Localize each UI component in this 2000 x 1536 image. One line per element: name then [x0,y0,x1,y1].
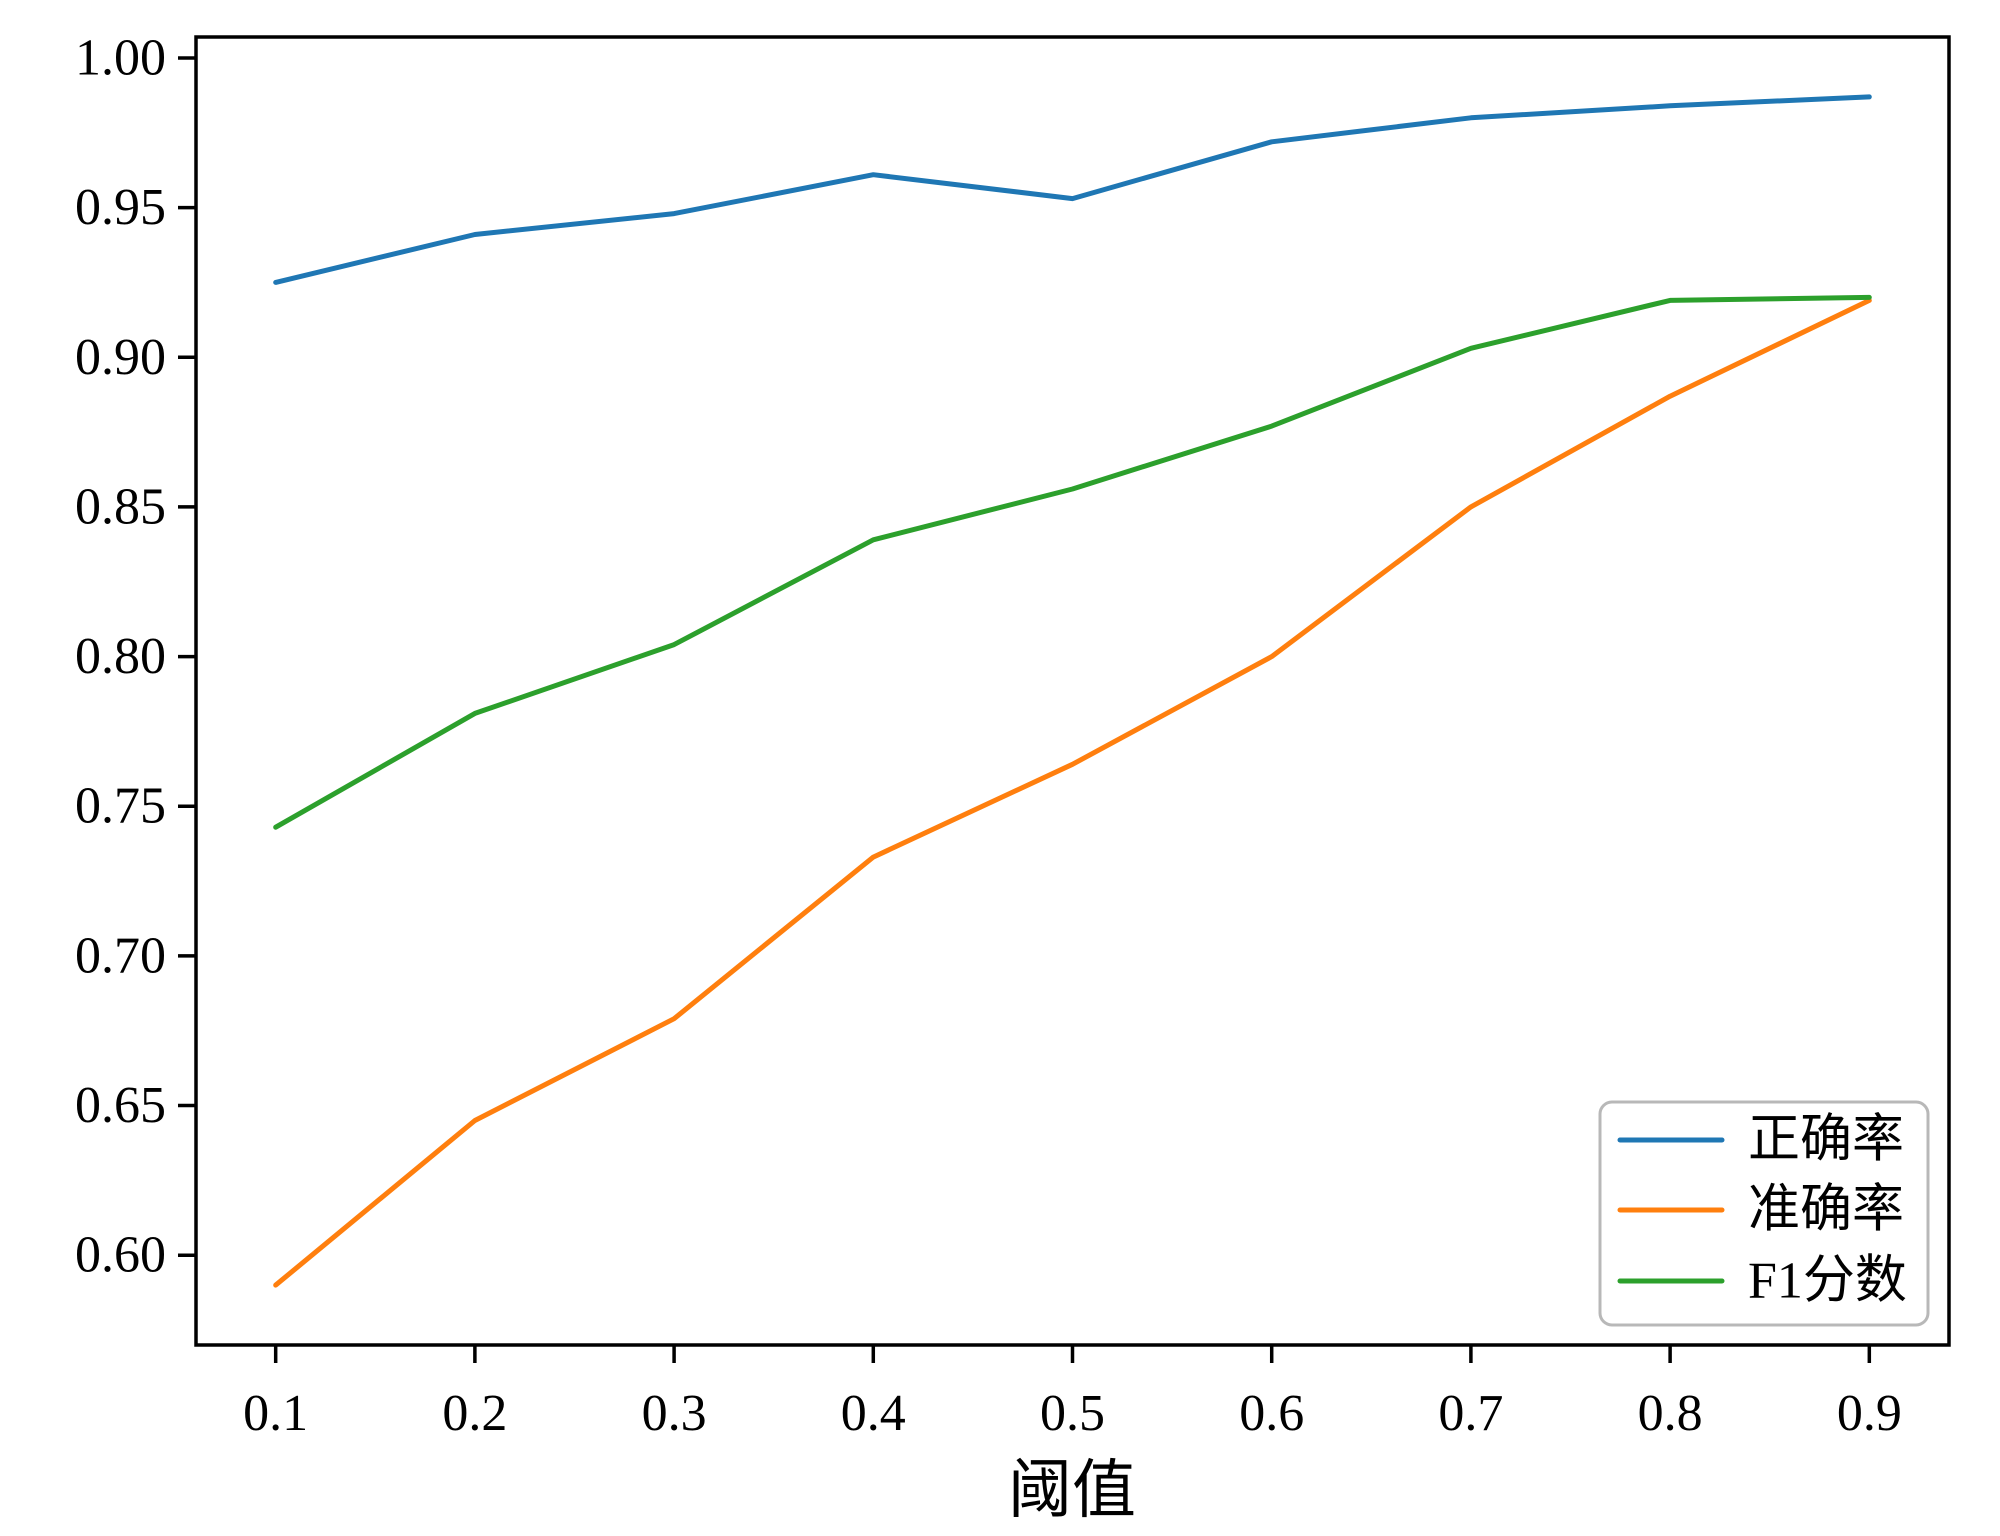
x-tick-label: 0.7 [1438,1385,1503,1442]
legend-label-2: F1分数 [1748,1253,1907,1310]
series-line-2 [273,294,1872,830]
series-line-0 [273,94,1872,285]
x-tick-label: 0.3 [642,1385,707,1442]
x-tick-label: 0.1 [243,1385,308,1442]
y-tick-label: 0.85 [75,478,166,535]
y-tick-label: 0.70 [75,927,166,984]
y-tick-label: 1.00 [75,29,166,86]
y-tick-label: 0.60 [75,1227,166,1284]
x-tick-label: 0.8 [1638,1385,1703,1442]
series-line-1 [273,297,1872,1288]
y-tick-label: 0.90 [75,329,166,386]
x-tick-label: 0.6 [1239,1385,1304,1442]
legend-box [1598,1100,1930,1327]
x-tick-label: 0.4 [841,1385,906,1442]
y-tick-label: 0.95 [75,179,166,236]
x-axis-title: 阈值 [1008,1455,1136,1526]
legend-label-1: 准确率 [1748,1182,1904,1239]
y-tick-label: 0.80 [75,628,166,685]
x-tick-label: 0.5 [1040,1385,1105,1442]
legend-label-0: 正确率 [1748,1112,1904,1169]
x-tick-label: 0.2 [442,1385,507,1442]
y-tick-label: 0.75 [75,778,166,835]
y-tick-label: 0.65 [75,1077,166,1134]
x-tick-label: 0.9 [1837,1385,1902,1442]
